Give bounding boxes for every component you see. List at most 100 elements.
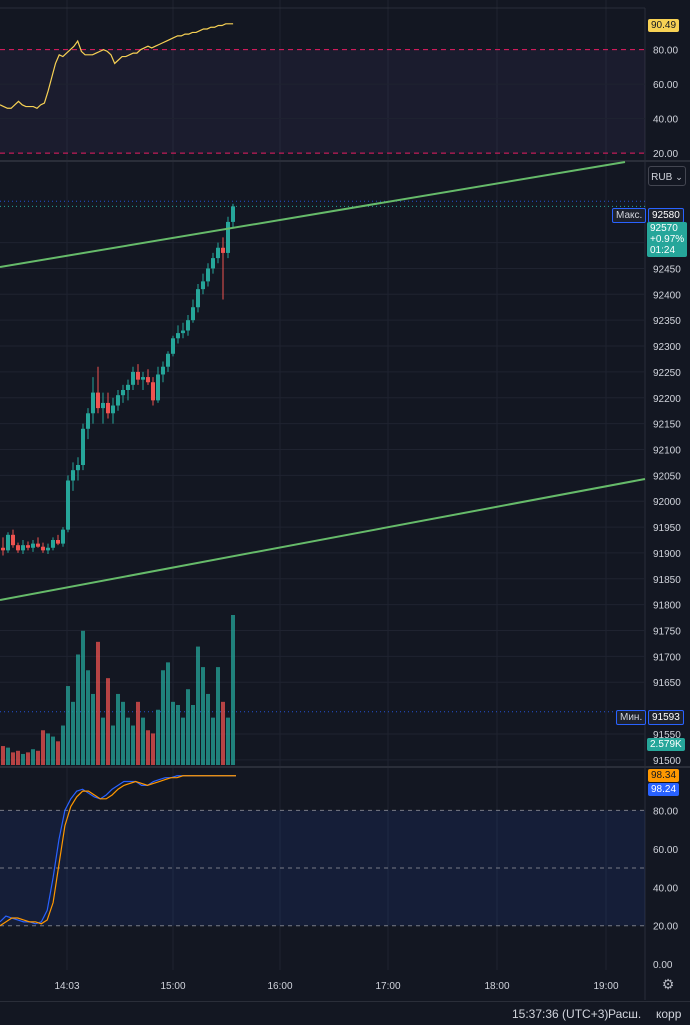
volume-bar: [166, 662, 170, 765]
settings-gear-icon[interactable]: ⚙: [661, 976, 675, 992]
volume-bar: [26, 752, 30, 765]
volume-bar: [116, 693, 120, 765]
candle-body: [66, 480, 70, 530]
stoch-tick-label: 60.00: [653, 845, 678, 856]
candle-body: [81, 428, 85, 465]
volume-bar: [161, 670, 165, 765]
volume-bar: [201, 667, 205, 765]
volume-bar: [106, 678, 110, 765]
volume-bar: [136, 701, 140, 765]
volume-bar: [61, 725, 65, 765]
price-pane: 9250092450924009235092300922509220092150…: [0, 161, 681, 767]
stoch-tick-label: 80.00: [653, 806, 678, 817]
candle-body: [226, 221, 230, 253]
candle-body: [1, 547, 5, 551]
rsi-tick-label: 20.00: [653, 149, 678, 160]
price-tick-label: 91750: [653, 627, 681, 638]
candle-body: [156, 374, 160, 401]
bottom-status-bar: 15:37:36 (UTC+3) Расш. корр: [0, 1001, 690, 1025]
volume-bar: [196, 646, 200, 765]
max-price-label: Макс.: [612, 208, 647, 223]
adjustment-toggle[interactable]: корр: [656, 1007, 682, 1021]
stoch-tick-label: 20.00: [653, 922, 678, 933]
volume-bar: [121, 701, 125, 765]
volume-bar: [56, 741, 60, 765]
volume-bar: [31, 749, 35, 765]
candle-body: [196, 289, 200, 308]
currency-selector[interactable]: RUB ⌄: [648, 166, 686, 186]
candle-body: [141, 377, 145, 380]
rsi-pane: 80.00 60.00 40.00 20.00: [0, 23, 678, 160]
extended-hours-toggle[interactable]: Расш.: [608, 1007, 642, 1021]
candle-body: [91, 392, 95, 414]
candle-body: [116, 395, 120, 406]
price-tick-label: 92400: [653, 290, 681, 301]
rsi-tick-label: 80.00: [653, 46, 678, 57]
volume-bar: [41, 730, 45, 765]
candle-body: [166, 353, 170, 367]
price-tick-label: 91700: [653, 652, 681, 663]
stochastic-pane: 80.00 60.00 40.00 20.00 0.00: [0, 775, 678, 971]
candle-body: [61, 529, 65, 544]
volume-bar: [101, 717, 105, 765]
candle-body: [86, 413, 90, 429]
volume-bar: [216, 667, 220, 765]
candle-body: [186, 320, 190, 331]
price-tick-label: 92300: [653, 342, 681, 353]
candle-body: [211, 258, 215, 269]
candle-body: [221, 247, 225, 253]
candle-body: [96, 392, 100, 409]
candle-body: [131, 371, 135, 385]
lower-trend-line: [0, 478, 646, 601]
time-tick-label: 17:00: [375, 981, 400, 992]
price-tick-label: 92200: [653, 394, 681, 405]
price-tick-label: 91650: [653, 678, 681, 689]
rsi-tick-label: 60.00: [653, 80, 678, 91]
volume-bar: [131, 725, 135, 765]
volume-bar: [226, 717, 230, 765]
rsi-tick-label: 40.00: [653, 115, 678, 126]
volume-bar: [46, 733, 50, 765]
candle-body: [111, 405, 115, 414]
volume-bar: [206, 693, 210, 765]
clock-timezone[interactable]: 15:37:36 (UTC+3): [512, 1007, 609, 1021]
volume-bar: [186, 689, 190, 765]
stoch-d-badge: 98.34: [648, 769, 680, 782]
volume-bar: [66, 686, 70, 765]
chevron-down-icon: ⌄: [675, 172, 683, 182]
candle-body: [101, 402, 105, 409]
volume-bar: [176, 705, 180, 765]
bar-countdown: 01:24: [650, 245, 676, 256]
price-tick-label: 91850: [653, 575, 681, 586]
volume-bar: [171, 701, 175, 765]
candle-body: [121, 390, 125, 396]
volume-bar: [126, 717, 130, 765]
price-tick-label: 91950: [653, 523, 681, 534]
volume-bar: [156, 709, 160, 765]
candle-body: [161, 366, 165, 375]
volume-bar: [141, 717, 145, 765]
rsi-line: [0, 23, 234, 109]
volume-bar: [211, 717, 215, 765]
price-tick-label: 92350: [653, 316, 681, 327]
volume-bar: [181, 717, 185, 765]
volume-bar: [76, 654, 80, 765]
candle-body: [36, 543, 40, 547]
time-tick-label: 15:00: [160, 981, 185, 992]
candle-body: [56, 540, 60, 544]
candle-body: [16, 545, 20, 551]
candle-body: [76, 465, 80, 471]
price-tick-label: 92100: [653, 445, 681, 456]
time-tick-label: 16:00: [267, 981, 292, 992]
min-price-badge: 91593: [648, 710, 684, 725]
time-tick-label: 19:00: [593, 981, 618, 992]
volume-bar: [6, 747, 10, 765]
volume-bar: [191, 705, 195, 765]
candle-body: [191, 307, 195, 321]
candle-body: [31, 543, 35, 548]
candle-body: [136, 371, 140, 380]
stoch-tick-label: 0.00: [653, 960, 673, 971]
candle-body: [26, 545, 30, 548]
candle-body: [106, 402, 110, 414]
